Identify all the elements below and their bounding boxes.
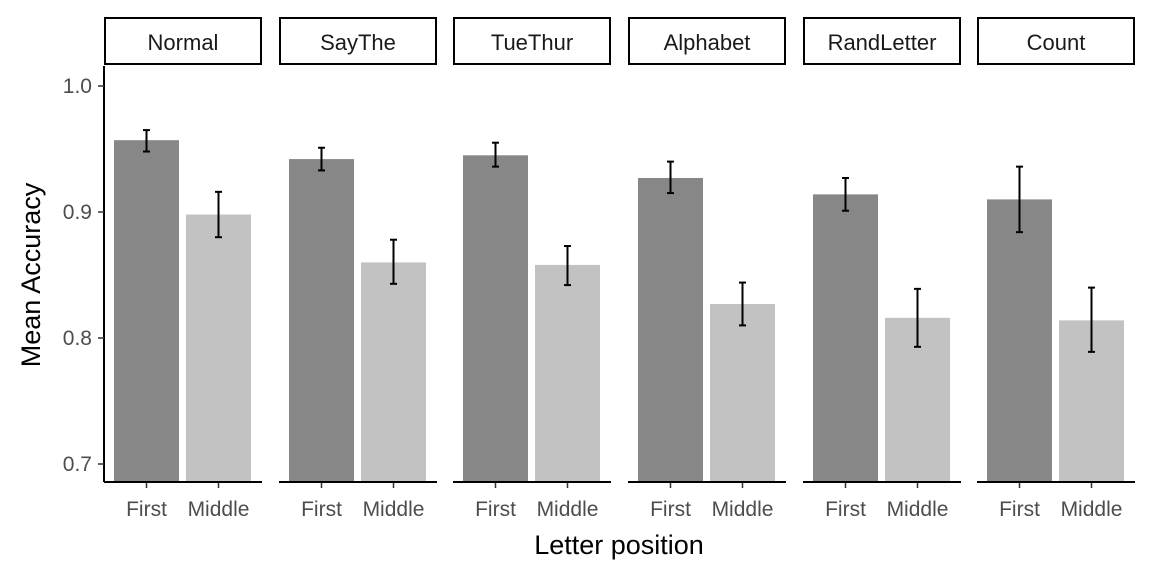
x-axis-title: Letter position	[534, 530, 704, 560]
y-axis: 0.7 0.8 0.9 1.0	[63, 66, 105, 482]
facet-panel: Normal First Middle	[104, 17, 262, 521]
bar-middle	[361, 262, 426, 482]
x-tick-label: First	[126, 498, 167, 521]
y-axis-title: Mean Accuracy	[16, 182, 46, 367]
x-tick-label: Middle	[1061, 498, 1123, 521]
facet-panel: SayThe First Middle	[279, 17, 437, 521]
x-tick-label: First	[999, 498, 1040, 521]
bar-middle	[186, 214, 251, 482]
y-tick-label: 0.7	[63, 453, 92, 476]
facet-strip-label: SayThe	[320, 30, 396, 55]
facet-panel: Count First Middle	[977, 17, 1135, 521]
bar-first	[638, 177, 703, 483]
facet-panel: RandLetter First Middle	[803, 17, 961, 521]
x-tick-label: First	[301, 498, 342, 521]
bar-middle	[710, 303, 775, 482]
bar-first	[114, 140, 179, 482]
facet-strip	[628, 17, 786, 65]
facet-panel: Alphabet First Middle	[628, 17, 786, 521]
x-tick-label: First	[475, 498, 516, 521]
bar-first	[463, 155, 528, 483]
bar-first	[987, 199, 1052, 482]
x-tick-label: Middle	[188, 498, 250, 521]
facet-strip-label: TueThur	[491, 30, 573, 55]
x-tick-label: Middle	[887, 498, 949, 521]
bar-middle	[535, 264, 600, 482]
facet-strip-label: Alphabet	[664, 30, 751, 55]
facet-strip	[453, 17, 611, 65]
y-tick-label: 0.8	[63, 327, 92, 350]
x-tick-label: Middle	[363, 498, 425, 521]
facet-strip-label: Count	[1027, 30, 1086, 55]
y-tick-label: 1.0	[63, 75, 92, 98]
facet-strip-label: Normal	[148, 30, 219, 55]
facet-strip-label: RandLetter	[828, 30, 937, 55]
facet-strip	[104, 17, 262, 65]
x-tick-label: First	[825, 498, 866, 521]
bar-first	[289, 159, 354, 482]
x-tick-label: First	[650, 498, 691, 521]
bar-first	[813, 194, 878, 483]
facet-strip	[279, 17, 437, 65]
x-tick-label: Middle	[712, 498, 774, 521]
facet-panel: TueThur First Middle	[453, 17, 611, 521]
facet-strip	[803, 17, 961, 65]
x-tick-label: Middle	[537, 498, 599, 521]
facet-strip	[977, 17, 1135, 65]
y-tick-label: 0.9	[63, 201, 92, 224]
